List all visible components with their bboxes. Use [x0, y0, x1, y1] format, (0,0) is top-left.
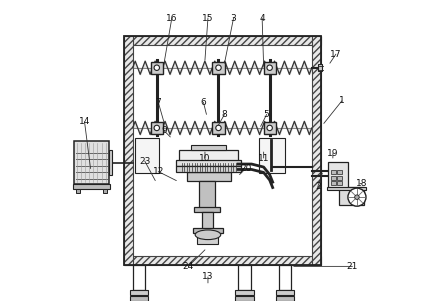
Bar — [202, 212, 214, 229]
Circle shape — [348, 188, 366, 206]
Text: 24: 24 — [183, 262, 194, 271]
Text: 11: 11 — [258, 154, 269, 163]
Text: 13: 13 — [202, 272, 214, 281]
FancyBboxPatch shape — [318, 64, 322, 71]
Bar — [327, 187, 366, 190]
Bar — [337, 181, 342, 185]
Text: 17: 17 — [330, 50, 342, 59]
Bar — [328, 162, 348, 188]
Text: 3: 3 — [231, 14, 237, 23]
Bar — [135, 138, 159, 173]
Bar — [337, 170, 342, 174]
Text: 2: 2 — [315, 182, 321, 191]
Bar — [124, 36, 321, 265]
Circle shape — [267, 65, 272, 70]
Text: 7: 7 — [155, 98, 161, 107]
Ellipse shape — [195, 230, 221, 240]
Bar — [331, 176, 336, 180]
Text: 21: 21 — [347, 262, 358, 271]
Bar — [235, 290, 254, 295]
Circle shape — [216, 65, 221, 70]
Bar — [75, 189, 80, 193]
Bar — [176, 166, 241, 172]
Bar — [191, 145, 226, 150]
Bar — [276, 296, 294, 301]
Bar — [133, 265, 145, 290]
Text: 14: 14 — [79, 117, 90, 126]
Circle shape — [216, 125, 221, 131]
Text: 15: 15 — [202, 14, 214, 23]
Text: 20: 20 — [240, 164, 251, 173]
Bar — [124, 36, 133, 265]
Text: 18: 18 — [356, 179, 367, 188]
Text: 19: 19 — [327, 149, 338, 158]
FancyBboxPatch shape — [213, 122, 225, 134]
Text: 1: 1 — [339, 96, 345, 105]
FancyBboxPatch shape — [151, 122, 163, 134]
Bar — [124, 36, 321, 45]
FancyBboxPatch shape — [151, 62, 163, 74]
Bar — [187, 172, 230, 181]
Bar — [109, 150, 112, 175]
Circle shape — [267, 125, 272, 131]
Bar — [179, 150, 238, 163]
Bar — [103, 189, 107, 193]
Bar — [337, 176, 342, 180]
Text: 5: 5 — [264, 110, 269, 119]
Text: 12: 12 — [152, 167, 164, 176]
Bar — [73, 184, 110, 189]
FancyBboxPatch shape — [213, 62, 225, 74]
Circle shape — [154, 125, 159, 131]
Bar — [235, 296, 254, 301]
Bar — [312, 36, 321, 265]
Bar — [176, 160, 241, 166]
Text: 10: 10 — [199, 154, 211, 163]
Bar — [279, 265, 291, 290]
FancyBboxPatch shape — [264, 62, 276, 74]
Bar — [331, 181, 336, 185]
Bar — [339, 187, 365, 205]
Bar — [259, 138, 285, 173]
Bar — [199, 181, 215, 208]
Circle shape — [355, 195, 359, 199]
Bar — [193, 228, 223, 233]
Text: 9: 9 — [161, 126, 167, 135]
Text: 8: 8 — [222, 110, 227, 119]
Bar — [238, 265, 251, 290]
Bar — [331, 170, 336, 174]
FancyBboxPatch shape — [264, 122, 276, 134]
Text: 16: 16 — [166, 14, 178, 23]
Bar — [276, 290, 294, 295]
Text: 6: 6 — [201, 98, 206, 107]
Bar — [198, 235, 218, 244]
Bar — [194, 207, 220, 212]
Text: 4: 4 — [259, 14, 265, 23]
Bar — [130, 290, 148, 295]
Text: 23: 23 — [139, 157, 151, 166]
Circle shape — [154, 65, 159, 70]
Bar — [130, 296, 148, 301]
Bar — [124, 256, 321, 265]
Bar — [74, 141, 109, 184]
